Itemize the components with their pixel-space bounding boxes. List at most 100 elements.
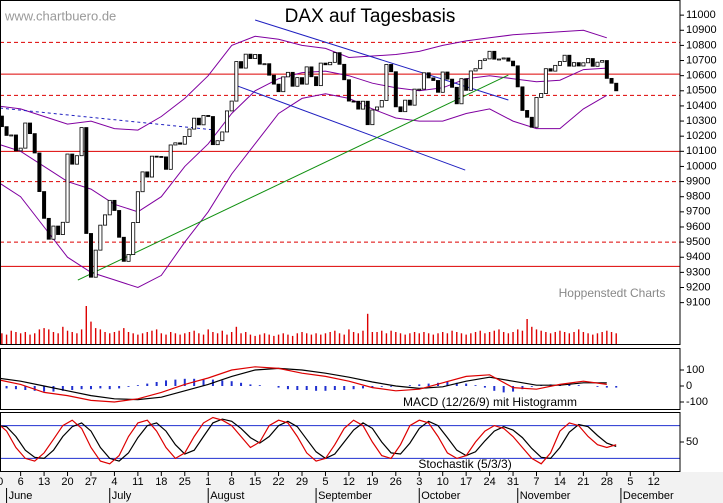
volume-bar xyxy=(113,332,116,345)
volume-bar xyxy=(170,332,172,345)
volume-bar xyxy=(573,332,575,345)
x-tick-label: 12 xyxy=(343,476,355,488)
histogram-bar xyxy=(324,386,327,391)
candle xyxy=(487,50,492,60)
histogram-bar xyxy=(455,382,458,386)
histogram-bar xyxy=(108,386,111,390)
volume-bar xyxy=(15,332,17,345)
candle xyxy=(393,71,398,108)
histogram-bar xyxy=(605,386,608,388)
volume-bar xyxy=(545,332,547,345)
histogram-bar xyxy=(5,386,8,389)
histogram-bar xyxy=(530,386,533,387)
x-tick-label: 4 xyxy=(111,476,117,488)
x-tick-label: 5 xyxy=(627,476,633,488)
y-tick-label: 9500 xyxy=(686,236,710,248)
candle xyxy=(609,77,614,84)
panel-label: Stochastik (5/3/3) xyxy=(418,457,511,471)
candle xyxy=(178,142,183,145)
histogram-bar xyxy=(89,386,92,390)
volume-bar xyxy=(470,333,472,345)
candle xyxy=(328,61,333,66)
candle xyxy=(145,171,150,178)
x-tick-label: 15 xyxy=(249,476,261,488)
candle xyxy=(501,57,506,60)
x-tick-label: 1 xyxy=(205,476,211,488)
volume-bar xyxy=(549,333,552,345)
histogram-bar xyxy=(305,386,308,390)
volume-bar xyxy=(282,333,284,345)
volume-bar xyxy=(315,333,317,345)
histogram-bar xyxy=(577,385,580,386)
x-tick-label: 27 xyxy=(85,476,97,488)
volume-bar xyxy=(526,319,528,345)
watermark: www.chartbuero.de xyxy=(4,8,116,23)
histogram-bar xyxy=(14,386,17,390)
y-tick-label: 10600 xyxy=(686,70,717,82)
candle xyxy=(4,126,9,136)
panel-frame xyxy=(0,412,681,472)
candle xyxy=(243,53,248,69)
histogram-bar xyxy=(474,385,477,386)
candle xyxy=(520,86,525,111)
candle xyxy=(117,210,122,238)
bollinger-upper xyxy=(0,29,607,131)
volume-bar xyxy=(212,332,214,345)
candle xyxy=(23,122,28,149)
volume-bar xyxy=(104,332,106,345)
candle xyxy=(98,224,103,251)
volume-bar xyxy=(474,332,477,345)
volume-bar xyxy=(132,333,134,345)
y-tick-label: 9700 xyxy=(686,206,710,218)
candle xyxy=(384,64,389,101)
x-tick-label: 7 xyxy=(533,476,539,488)
candle xyxy=(539,93,544,98)
stoch-k xyxy=(0,416,617,465)
candle xyxy=(529,116,534,128)
y-tick-label: 100 xyxy=(686,364,704,376)
volume-bar xyxy=(409,333,411,345)
volume-bar xyxy=(540,330,542,345)
y-tick-label: -100 xyxy=(686,396,708,408)
y-tick-label: 10200 xyxy=(686,130,717,142)
stoch-d xyxy=(0,418,617,462)
histogram-bar xyxy=(118,386,121,389)
volume-bar xyxy=(123,328,125,345)
candle xyxy=(239,61,244,69)
volume-bar xyxy=(1,333,3,345)
volume-bar xyxy=(521,330,524,345)
signal-line xyxy=(0,367,607,401)
x-tick-label: 19 xyxy=(366,476,378,488)
x-tick-label: 3 xyxy=(416,476,422,488)
volume-bar xyxy=(578,329,580,345)
volume-bar xyxy=(484,333,486,345)
candle xyxy=(614,82,619,92)
candle xyxy=(450,78,455,88)
volume-bar xyxy=(352,332,355,345)
trend-line xyxy=(77,74,509,281)
volume-bar xyxy=(460,333,463,345)
candle xyxy=(37,152,42,192)
candle xyxy=(464,78,469,91)
x-tick-label: 24 xyxy=(483,476,495,488)
candle xyxy=(42,191,47,219)
histogram-bar xyxy=(446,382,449,386)
volume-bar xyxy=(507,333,510,345)
volume-bar xyxy=(465,334,467,345)
candle xyxy=(276,83,281,93)
histogram-bar xyxy=(390,386,393,387)
candle xyxy=(436,80,441,93)
candle xyxy=(525,110,530,118)
volume-bar xyxy=(254,335,256,345)
x-tick-label: 28 xyxy=(601,476,613,488)
candle xyxy=(332,52,337,63)
volume-bar xyxy=(535,329,538,345)
volume-bar xyxy=(118,330,120,345)
x-tick-label: 30 xyxy=(0,476,3,488)
volume-bar xyxy=(301,332,303,345)
date-strip xyxy=(0,472,723,503)
histogram-bar xyxy=(61,386,64,391)
volume-bar xyxy=(385,333,388,345)
candle xyxy=(126,254,131,262)
histogram-bar xyxy=(183,378,186,386)
